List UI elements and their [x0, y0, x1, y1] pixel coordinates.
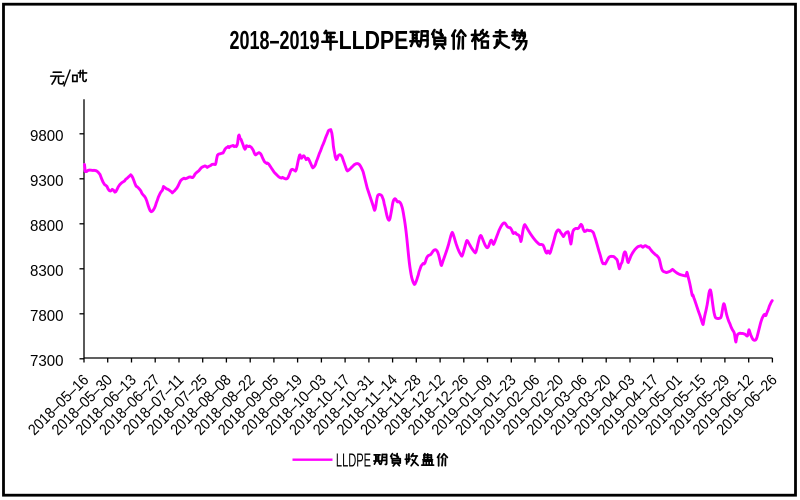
svg-text:8300: 8300 — [30, 263, 64, 280]
svg-text:LLDPE: LLDPE — [336, 449, 371, 470]
svg-text:8800: 8800 — [30, 218, 64, 235]
svg-text:9800: 9800 — [30, 128, 64, 145]
svg-text:7800: 7800 — [30, 308, 64, 325]
svg-text:2018–2019: 2018–2019 — [230, 25, 320, 55]
svg-text:LLDPE: LLDPE — [339, 25, 409, 55]
svg-text:9300: 9300 — [30, 173, 64, 190]
svg-text:7300: 7300 — [30, 353, 64, 370]
